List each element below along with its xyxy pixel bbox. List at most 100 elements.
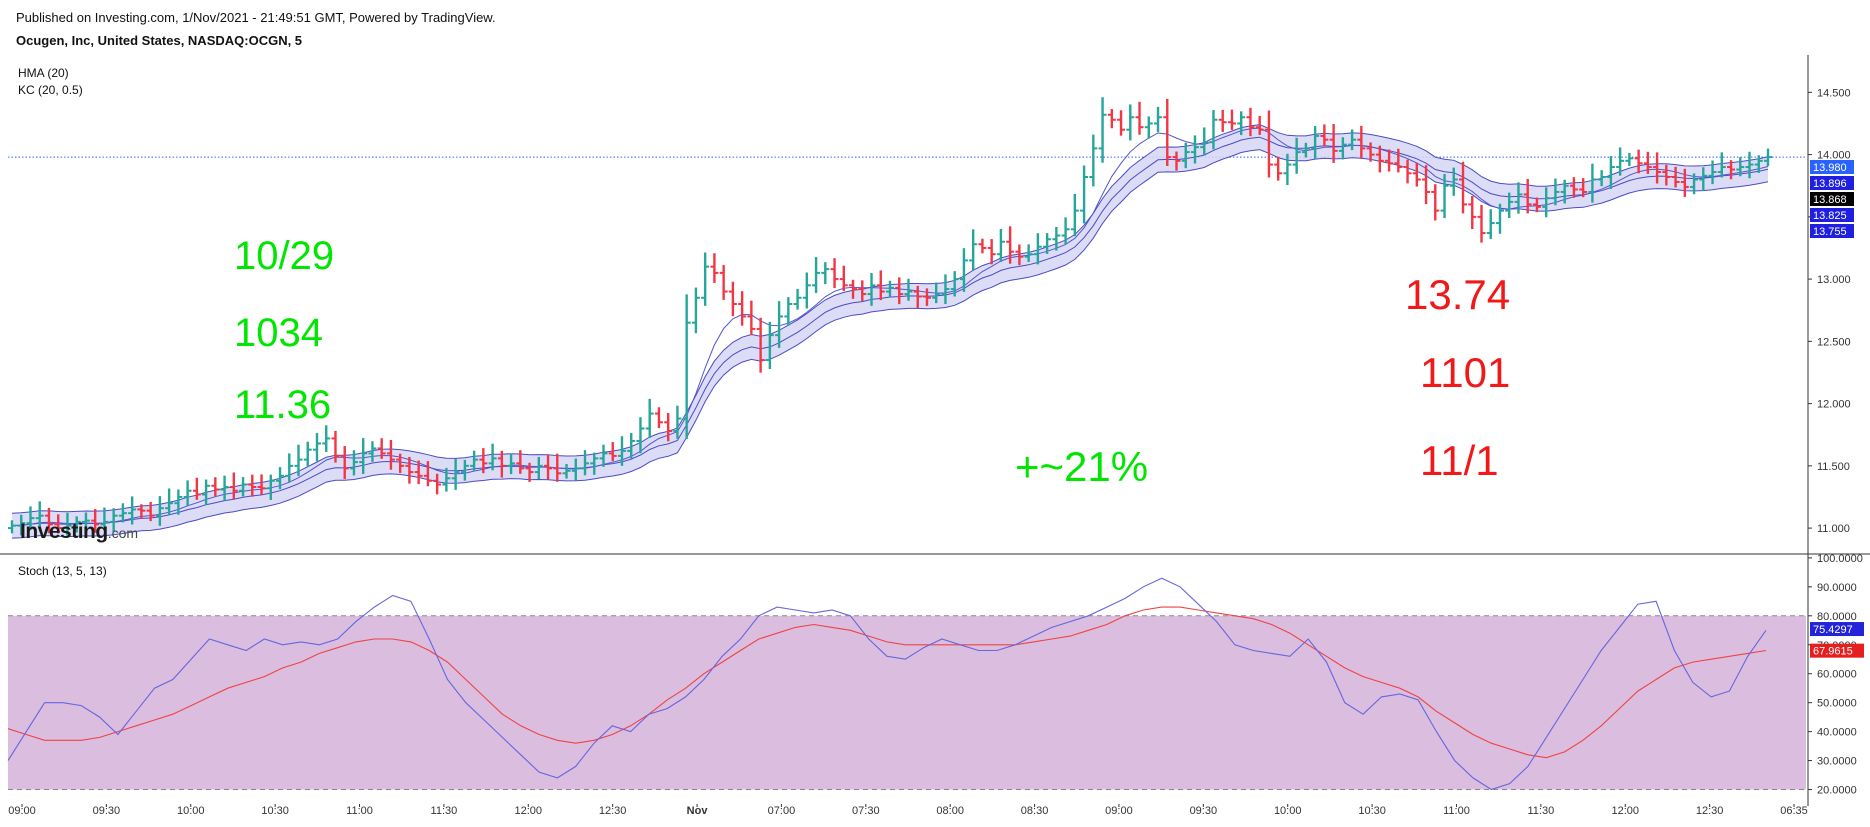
price-bar xyxy=(1422,165,1431,205)
price-bar xyxy=(266,474,275,500)
price-bar xyxy=(312,433,321,462)
price-bar xyxy=(442,467,451,492)
price-bar xyxy=(1227,109,1236,131)
price-bar xyxy=(386,440,395,470)
price-bar xyxy=(396,453,405,473)
time-tick-label: 12:00 xyxy=(1611,805,1639,817)
price-label-text: 13.755 xyxy=(1813,226,1847,238)
price-bar xyxy=(35,501,44,530)
price-bar xyxy=(1597,170,1606,187)
price-bar xyxy=(516,450,525,474)
price-bar xyxy=(1181,142,1190,169)
price-bar xyxy=(1551,178,1560,206)
price-tick-label: 12.500 xyxy=(1817,336,1851,348)
price-bar xyxy=(44,507,53,534)
price-bar xyxy=(451,458,460,490)
price-bar xyxy=(1412,162,1421,187)
price-bar xyxy=(1098,97,1107,163)
time-tick-label: 12:00 xyxy=(515,805,543,817)
price-bar xyxy=(1218,109,1227,132)
price-bar xyxy=(1301,142,1310,158)
price-bar xyxy=(581,450,590,476)
price-bar xyxy=(1745,151,1754,179)
price-bar xyxy=(1320,124,1329,147)
price-bar xyxy=(81,512,90,533)
price-bar xyxy=(1061,217,1070,245)
price-bar xyxy=(1385,149,1394,172)
price-bar xyxy=(996,228,1005,262)
price-bar xyxy=(1080,165,1089,224)
price-bar xyxy=(1643,151,1652,174)
price-bar xyxy=(285,453,294,482)
price-bar xyxy=(821,262,830,285)
price-bar xyxy=(497,450,506,478)
price-bar xyxy=(91,509,100,533)
price-bar xyxy=(599,444,608,467)
price-bar xyxy=(340,446,349,480)
stoch-tick-label: 80.0000 xyxy=(1817,611,1857,623)
price-bar xyxy=(174,489,183,515)
annotation-change: +~21% xyxy=(1015,443,1149,490)
annotation-right-price: 13.74 xyxy=(1405,271,1511,318)
price-bar xyxy=(1736,157,1745,177)
kc-middle-line xyxy=(11,136,1769,527)
price-bar xyxy=(1237,111,1246,136)
price-bar xyxy=(1117,110,1126,136)
stoch-tick-label: 20.0000 xyxy=(1817,785,1857,797)
price-bar xyxy=(1200,127,1209,156)
price-bar xyxy=(1671,166,1680,188)
price-bar xyxy=(423,461,432,487)
price-bar xyxy=(765,321,774,369)
price-bar xyxy=(691,287,700,334)
stoch-band xyxy=(8,615,1806,790)
price-label-text: 13.896 xyxy=(1813,178,1847,190)
time-tick-label: 09:00 xyxy=(8,805,36,817)
stoch-value-text: 75.4297 xyxy=(1813,624,1853,636)
price-bar xyxy=(1523,179,1532,214)
price-bar xyxy=(239,477,248,497)
price-bar xyxy=(1348,129,1357,151)
price-bar xyxy=(627,432,636,459)
stoch-tick-label: 90.0000 xyxy=(1817,582,1857,594)
price-bar xyxy=(1126,104,1135,141)
price-label-box xyxy=(1810,224,1854,238)
price-bar xyxy=(1357,125,1366,159)
time-tick-label: 12:30 xyxy=(599,805,627,817)
time-tick-label: 11:00 xyxy=(346,805,373,817)
price-bar xyxy=(1366,142,1375,162)
stoch-value-box xyxy=(1810,622,1864,637)
price-bar xyxy=(1006,226,1015,264)
price-bar xyxy=(617,436,626,466)
price-bar xyxy=(756,317,765,373)
price-bar xyxy=(1107,109,1116,129)
price-bar xyxy=(1190,135,1199,164)
price-bar xyxy=(959,248,968,292)
price-label: 13.896 xyxy=(1810,176,1854,190)
price-label-box xyxy=(1810,160,1854,174)
price-bar xyxy=(793,288,802,310)
price-bar xyxy=(1209,109,1218,150)
stoch-value-label: 67.9615 xyxy=(1810,643,1864,658)
price-bar xyxy=(192,477,201,500)
price-bar xyxy=(1477,204,1486,243)
price-bar xyxy=(26,506,35,531)
price-bar xyxy=(183,480,192,506)
price-bar xyxy=(1505,192,1514,218)
price-bar xyxy=(1699,167,1708,191)
price-bar xyxy=(1495,203,1504,234)
price-bar xyxy=(562,463,571,479)
price-bar xyxy=(1690,173,1699,195)
time-tick-label: 09:30 xyxy=(1190,805,1218,817)
price-bar xyxy=(1015,244,1024,266)
price-bar xyxy=(1292,137,1301,174)
price-bar xyxy=(590,452,599,475)
price-bar xyxy=(1764,148,1772,167)
price-bar xyxy=(1033,233,1042,265)
price-label-text: 13.980 xyxy=(1813,162,1847,174)
price-bar xyxy=(211,477,220,497)
price-bar xyxy=(8,520,16,534)
price-bar xyxy=(525,462,534,482)
price-bar xyxy=(488,443,497,471)
price-bar xyxy=(987,239,996,265)
price-bar xyxy=(830,258,839,289)
